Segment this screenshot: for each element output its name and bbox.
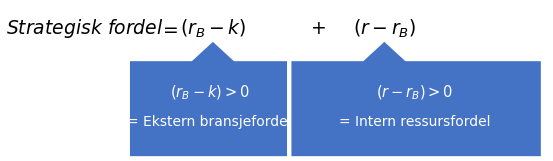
Text: = Intern ressursfordel: = Intern ressursfordel [340,115,491,128]
Text: $+$: $+$ [310,20,326,38]
Polygon shape [130,42,287,156]
Text: = Ekstern bransjefordel: = Ekstern bransjefordel [127,115,292,128]
Polygon shape [291,42,541,156]
Text: $=$: $=$ [159,20,179,38]
Text: $\mathit{(r - r_B) > 0}$: $\mathit{(r - r_B) > 0}$ [377,83,453,102]
Text: $\mathit{(r_B - k) > 0}$: $\mathit{(r_B - k) > 0}$ [170,83,249,102]
Text: $\mathit{(r - r_B)}$: $\mathit{(r - r_B)}$ [353,18,416,40]
Text: $\mathit{Strategisk\ fordel}$: $\mathit{Strategisk\ fordel}$ [6,18,163,40]
Text: $\mathit{(r_B - k)}$: $\mathit{(r_B - k)}$ [180,18,246,40]
